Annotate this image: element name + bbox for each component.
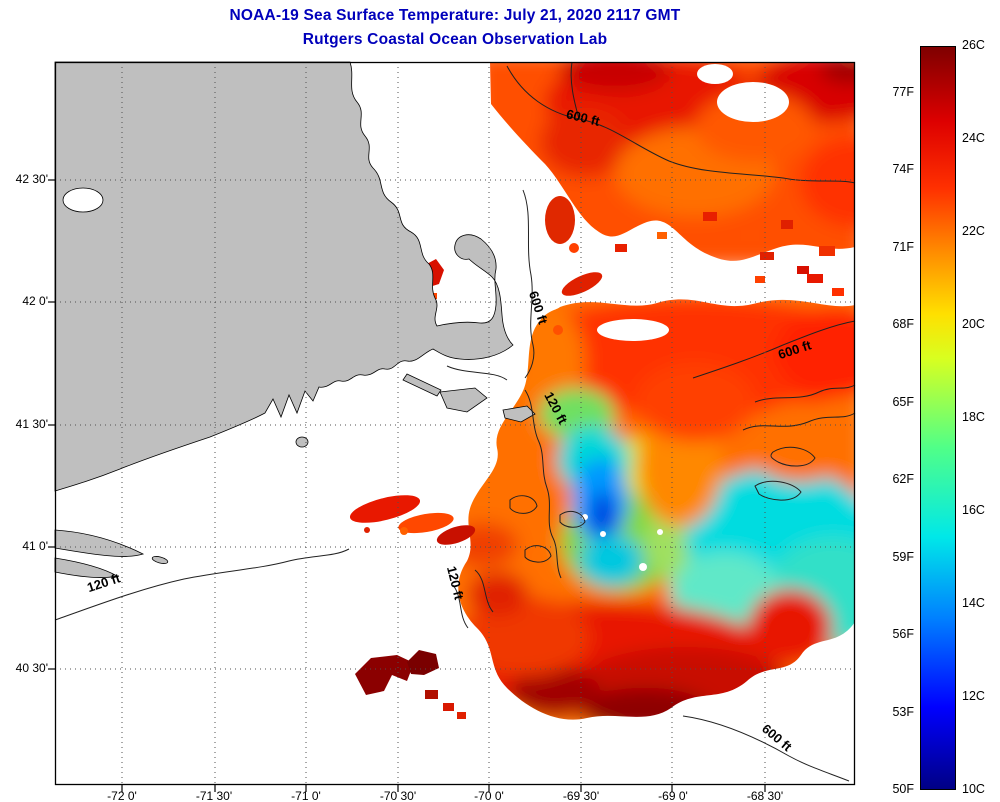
block-island [295,436,309,448]
lon-tick-label: -69 0' [658,789,688,802]
colorbar-f-label: 53F [892,705,914,719]
marthas-vineyard [439,387,488,413]
colorbar-c-label: 18C [962,410,985,424]
colorbar-f-label: 56F [892,627,914,641]
colorbar-f-label: 50F [892,782,914,796]
lon-tick-label: -71 30' [195,789,233,802]
lat-tick-label: 41 30' [15,417,48,431]
grid-layer [55,62,855,785]
colorbar-f-label: 74F [892,162,914,176]
lon-tick-label: -70 30' [379,789,417,802]
colorbar-f-label: 62F [892,472,914,486]
colorbar-f-label: 68F [892,317,914,331]
contour-layer [54,61,856,782]
colorbar-c-label: 24C [962,131,985,145]
lon-tick-label: -68 30' [746,789,784,802]
colorbar-c-label: 14C [962,596,985,610]
lat-tick-label: 40 30' [15,661,48,675]
lon-tick-label: -69 30' [562,789,600,802]
inland-lake [62,187,104,213]
axis-ticks [48,179,766,792]
colorbar-f-label: 77F [892,85,914,99]
long-island-south-fork [54,557,119,579]
colorbar-c-label: 20C [962,317,985,331]
colorbar-gradient [920,46,956,790]
colorbar-c-label: 10C [962,782,985,796]
colorbar-c-label: 12C [962,689,985,703]
lon-tick-label: -71 0' [291,789,321,802]
colorbar-c-label: 26C [962,38,985,52]
small-island [151,556,169,564]
elizabeth-islands [402,373,442,397]
nantucket [502,405,536,423]
colorbar-c-label: 16C [962,503,985,517]
page-title: NOAA-19 Sea Surface Temperature: July 21… [229,7,681,24]
mainland-new-england [54,61,514,492]
lon-tick-label: -70 0' [474,789,504,802]
colorbar-f-label: 65F [892,395,914,409]
lat-tick-label: 41 0' [22,539,48,553]
colorbar-f-label: 59F [892,550,914,564]
map-canvas: 600 ft 600 ft 600 ft 600 ft 120 ft 120 f… [48,61,856,792]
lat-tick-label: 42 30' [15,172,48,186]
colorbar-c-label: 22C [962,224,985,238]
long-island-north-fork [54,529,145,557]
page-subtitle: Rutgers Coastal Ocean Observation Lab [302,31,608,48]
lat-tick-label: 42 0' [22,294,48,308]
sst-layer-northeast [490,62,855,261]
colorbar-f-label: 71F [892,240,914,254]
sst-layer-patches [334,196,844,719]
land-layer [54,61,536,579]
lon-tick-label: -72 0' [107,789,137,802]
sst-layer-main [458,299,855,720]
axis-border [54,61,856,786]
